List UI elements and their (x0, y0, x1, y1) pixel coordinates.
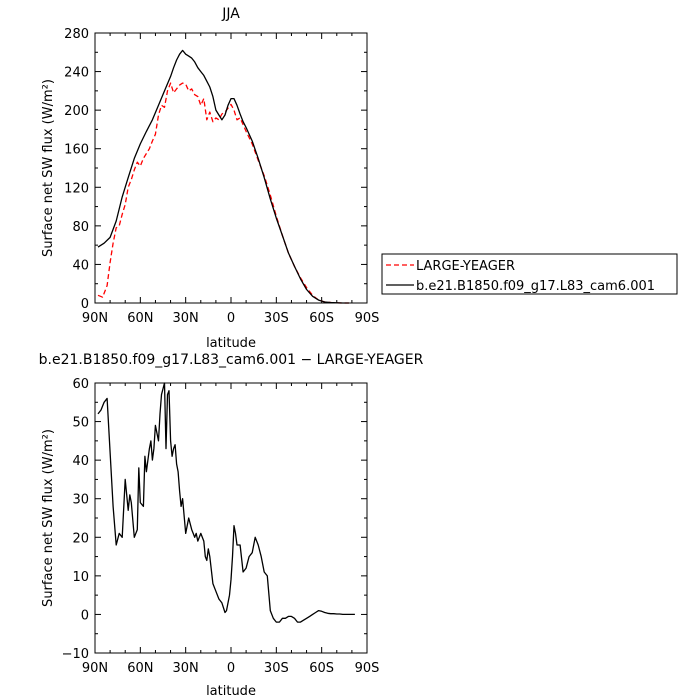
bottom-y-tick-label: 20 (72, 531, 89, 546)
bottom-y-tick-label: 40 (72, 454, 89, 469)
bottom-x-tick-label: 60N (127, 661, 153, 676)
bottom-y-tick-label: 50 (72, 416, 89, 431)
top-x-tick-label: 90N (82, 311, 108, 326)
top-x-tick-label: 90S (355, 311, 380, 326)
top-x-tick-label: 0 (227, 311, 235, 326)
top-plot-frame (94, 32, 368, 304)
bottom-x-tick-label: 90N (82, 661, 108, 676)
top-y-tick-label: 40 (72, 258, 89, 273)
top-y-axis-label: Surface net SW flux (W/m²) (41, 79, 56, 257)
bottom-x-axis-label: latitude (206, 684, 256, 699)
top-y-tick-label: 240 (64, 66, 89, 81)
bottom-x-tick-label: 90S (355, 661, 380, 676)
top-x-tick-label: 60S (309, 311, 334, 326)
top-y-tick-label: 280 (64, 27, 89, 42)
top-x-tick-label: 30N (173, 311, 199, 326)
top-chart-title: JJA (221, 6, 240, 22)
top-x-tick-label: 60N (127, 311, 153, 326)
top-panel: JJA 90N 60N 30N 0 30S 60S 90S 0 40 80 120 160 200 240… (41, 6, 379, 351)
bottom-y-tick-label: 60 (72, 377, 89, 392)
legend: LARGE-YEAGER b.e21.B1850.f09_g17.L83_cam… (381, 253, 678, 295)
bottom-x-tick-label: 0 (227, 661, 235, 676)
bottom-y-tick-label: 10 (72, 570, 89, 585)
bottom-x-tick-label: 30S (264, 661, 289, 676)
top-y-tick-label: 0 (81, 297, 89, 312)
bottom-y-tick-label: 0 (81, 608, 89, 623)
top-series-line-1 (97, 49, 349, 304)
bottom-plot-frame (94, 382, 368, 654)
bottom-x-tick-label: 60S (309, 661, 334, 676)
legend-label-large-yeager: LARGE-YEAGER (416, 259, 515, 274)
legend-box (381, 253, 678, 295)
top-y-tick-label: 160 (64, 143, 89, 158)
bottom-y-tick-label: 30 (72, 493, 89, 508)
bottom-panel: b.e21.B1850.f09_g17.L83_cam6.001 − LARGE… (39, 352, 424, 699)
top-x-axis-label: latitude (206, 336, 256, 351)
top-y-tick-label: 80 (72, 220, 89, 235)
bottom-chart-title: b.e21.B1850.f09_g17.L83_cam6.001 − LARGE… (39, 352, 424, 368)
bottom-y-axis-label: Surface net SW flux (W/m²) (41, 429, 56, 607)
bottom-series-line-0 (97, 382, 355, 623)
bottom-y-tick-label: −10 (62, 647, 89, 662)
top-y-tick-label: 120 (64, 181, 89, 196)
legend-label-cam6: b.e21.B1850.f09_g17.L83_cam6.001 (416, 279, 655, 294)
bottom-x-tick-label: 30N (173, 661, 199, 676)
top-x-tick-label: 30S (264, 311, 289, 326)
top-y-tick-label: 200 (64, 104, 89, 119)
top-series-line-0 (97, 82, 349, 304)
